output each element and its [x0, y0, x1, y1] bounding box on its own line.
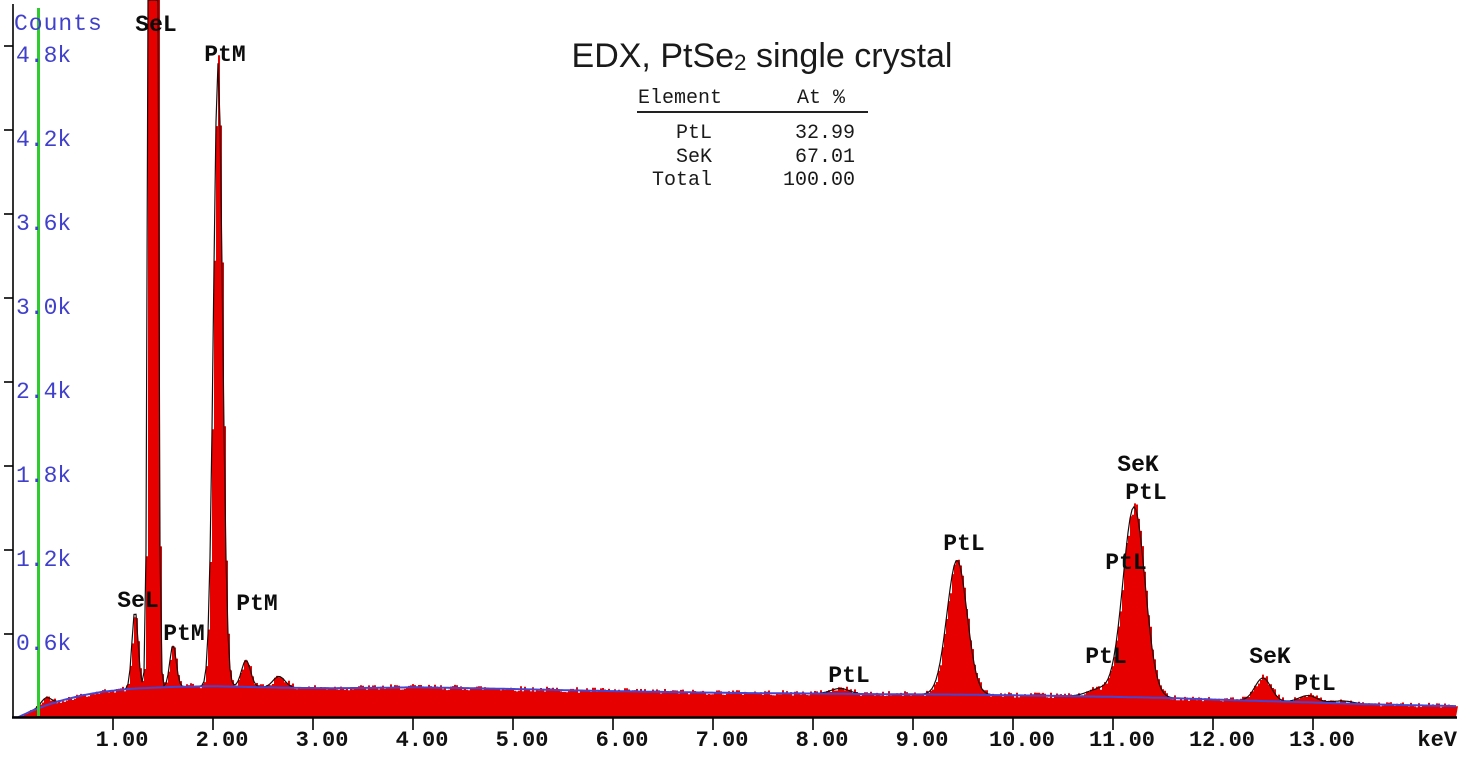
x-tick-label: 10.00	[988, 728, 1055, 753]
composition-table: Element At % PtL 32.99 SeK 67.01 Total 1…	[637, 87, 868, 193]
table-row: SeK 67.01	[637, 146, 868, 170]
chart-title: EDX, PtSe2 single crystal	[572, 37, 953, 76]
peak-label: SeK	[1117, 452, 1159, 478]
peak-label: PtL	[1125, 480, 1167, 506]
y-tick-label: 3.0k	[16, 295, 72, 321]
peak-label: PtM	[163, 621, 205, 647]
x-tick-label: 13.00	[1288, 728, 1355, 753]
x-tick-label: 3.00	[295, 728, 349, 753]
y-tick-label: 1.8k	[16, 463, 72, 489]
title-text-suffix: single crystal	[746, 37, 953, 75]
x-tick-label: 8.00	[795, 728, 849, 753]
element-cell: SeK	[675, 145, 712, 169]
y-tick-label: 2.4k	[16, 379, 72, 405]
x-axis-unit-label: keV	[1417, 728, 1457, 753]
x-tick-label: 7.00	[695, 728, 749, 753]
title-subscript: 2	[734, 50, 747, 75]
x-tick-label: 4.00	[395, 728, 449, 753]
column-header-at-percent: At %	[796, 87, 845, 110]
peak-label: SeL	[117, 588, 159, 614]
x-tick-label: 11.00	[1088, 728, 1155, 753]
peak-label: SeL	[135, 12, 177, 38]
table-row: PtL 32.99	[637, 122, 868, 146]
at-percent-cell: 32.99	[794, 122, 855, 145]
y-tick-label: 3.6k	[16, 211, 72, 237]
y-tick-label: 1.2k	[16, 547, 72, 573]
at-percent-cell: 67.01	[794, 145, 855, 169]
background-curve	[14, 685, 1456, 719]
title-text-prefix: EDX, PtSe	[571, 37, 735, 75]
y-tick-label: 4.8k	[16, 43, 72, 69]
x-tick-label: 1.00	[95, 728, 149, 753]
column-header-element: Element	[638, 87, 723, 110]
y-tick-label: 4.2k	[16, 127, 72, 153]
composition-table-body: PtL 32.99 SeK 67.01 Total 100.00	[637, 122, 868, 193]
x-tick-label: 6.00	[595, 728, 649, 753]
peak-label: PtL	[1105, 550, 1147, 576]
peak-label: PtL	[828, 663, 870, 689]
peak-label: SeK	[1249, 644, 1291, 670]
y-axis-title: Counts	[14, 11, 103, 37]
peak-label: PtL	[1294, 671, 1336, 697]
element-cell: Total	[651, 169, 712, 192]
peak-label: PtL	[943, 531, 985, 557]
x-tick-label: 9.00	[895, 728, 949, 753]
composition-table-header: Element At %	[637, 87, 868, 113]
peak-label: PtM	[236, 591, 278, 617]
peak-label: PtM	[204, 42, 246, 68]
peak-label: PtL	[1085, 644, 1127, 670]
table-row: Total 100.00	[637, 169, 868, 193]
at-percent-cell: 100.00	[782, 169, 855, 192]
y-tick-label: 0.6k	[16, 631, 72, 657]
x-tick-label: 5.00	[495, 728, 549, 753]
x-tick-label: 2.00	[195, 728, 249, 753]
x-tick-label: 12.00	[1188, 728, 1255, 753]
element-cell: PtL	[675, 122, 712, 145]
